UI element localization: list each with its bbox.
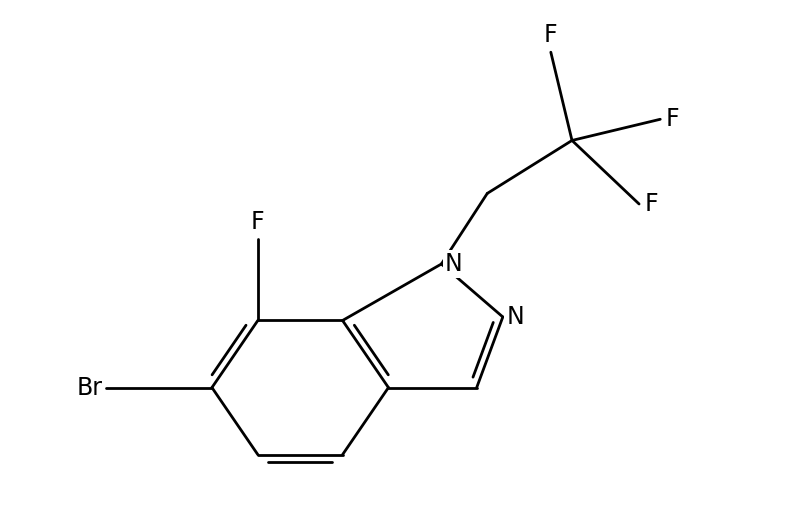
Text: F: F [544,23,558,46]
Text: F: F [251,210,265,234]
Text: N: N [445,252,463,276]
Text: F: F [666,107,679,131]
Text: F: F [645,192,658,216]
Text: N: N [506,305,524,329]
Text: Br: Br [77,375,103,400]
